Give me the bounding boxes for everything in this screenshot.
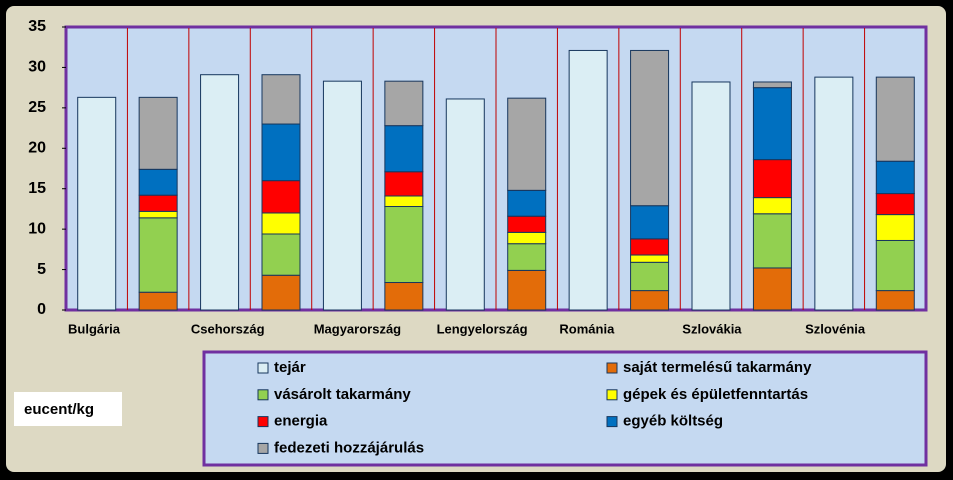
x-tick-label: Szlovénia bbox=[805, 321, 866, 336]
bar-segment bbox=[384, 171, 424, 197]
legend-swatch bbox=[257, 362, 269, 374]
bar-segment bbox=[507, 231, 547, 245]
bar-segment bbox=[752, 267, 792, 311]
bar-segment bbox=[875, 76, 915, 162]
y-tick-label: 15 bbox=[28, 180, 46, 197]
legend-label: vásárolt takarmány bbox=[274, 386, 411, 403]
bar-segment bbox=[200, 74, 240, 311]
legend-swatch bbox=[606, 389, 618, 401]
bar-segment bbox=[261, 123, 301, 182]
bar-segment bbox=[875, 193, 915, 216]
bar-segment bbox=[384, 80, 424, 127]
legend bbox=[202, 350, 928, 467]
bar-segment bbox=[875, 290, 915, 311]
x-tick-label: Csehország bbox=[191, 321, 265, 336]
y-tick-label: 35 bbox=[28, 18, 46, 35]
y-tick-label: 5 bbox=[37, 261, 46, 278]
bar-segment bbox=[261, 212, 301, 235]
bar-segment bbox=[322, 80, 362, 311]
bar-segment bbox=[261, 274, 301, 311]
bar-segment bbox=[77, 96, 117, 311]
bar-segment bbox=[138, 194, 178, 212]
unit-box bbox=[14, 392, 122, 426]
bar-segment bbox=[752, 159, 792, 199]
legend-swatch bbox=[257, 416, 269, 428]
bar-segment bbox=[630, 238, 670, 256]
legend-label: saját termelésű takarmány bbox=[623, 359, 812, 376]
bar-segment bbox=[384, 195, 424, 208]
legend-label: gépek és épületfenntartás bbox=[623, 386, 808, 403]
bar-segment bbox=[875, 160, 915, 195]
bar-segment bbox=[507, 269, 547, 311]
bar-segment bbox=[691, 81, 731, 311]
bar-segment bbox=[752, 81, 792, 89]
x-tick-label: Bulgária bbox=[68, 321, 121, 336]
legend-swatch bbox=[257, 442, 269, 454]
bar-segment bbox=[138, 210, 178, 219]
legend-swatch bbox=[606, 362, 618, 374]
bar-segment bbox=[138, 168, 178, 196]
bar-segment bbox=[630, 254, 670, 263]
y-tick-label: 20 bbox=[28, 140, 46, 157]
y-tick-label: 30 bbox=[28, 59, 46, 76]
bar-segment bbox=[875, 214, 915, 241]
bar-segment bbox=[752, 197, 792, 215]
bar-segment bbox=[384, 282, 424, 311]
y-axis-label: eucent/kg bbox=[24, 401, 94, 418]
x-tick-label: Szlovákia bbox=[682, 321, 742, 336]
bar-segment bbox=[752, 213, 792, 269]
bar-segment bbox=[507, 189, 547, 217]
legend-swatch bbox=[606, 416, 618, 428]
bar-segment bbox=[261, 180, 301, 214]
x-tick-label: Románia bbox=[559, 321, 615, 336]
y-tick-label: 25 bbox=[28, 99, 46, 116]
legend-label: tejár bbox=[274, 359, 306, 376]
bar-segment bbox=[261, 233, 301, 276]
legend-label: energia bbox=[274, 413, 328, 430]
bar-segment bbox=[568, 49, 608, 311]
legend-label: fedezeti hozzájárulás bbox=[274, 439, 424, 456]
legend-swatch bbox=[257, 389, 269, 401]
bar-segment bbox=[752, 87, 792, 161]
y-tick-label: 10 bbox=[28, 220, 46, 237]
bar-segment bbox=[138, 96, 178, 170]
bar-segment bbox=[630, 205, 670, 240]
bar-segment bbox=[875, 239, 915, 292]
bar-segment bbox=[814, 76, 854, 311]
bar-segment bbox=[445, 98, 485, 311]
bar-segment bbox=[630, 261, 670, 292]
x-tick-label: Magyarország bbox=[314, 321, 401, 336]
bar-segment bbox=[630, 49, 670, 207]
legend-label: egyéb költség bbox=[623, 413, 723, 430]
bar-segment bbox=[261, 74, 301, 125]
bar-segment bbox=[507, 243, 547, 271]
bar-segment bbox=[384, 206, 424, 284]
bar-segment bbox=[138, 217, 178, 293]
bar-segment bbox=[507, 215, 547, 233]
bar-segment bbox=[138, 291, 178, 311]
bar-segment bbox=[507, 97, 547, 191]
y-tick-label: 0 bbox=[37, 301, 46, 318]
bar-segment bbox=[630, 290, 670, 311]
x-tick-label: Lengyelország bbox=[437, 321, 528, 336]
bar-segment bbox=[384, 125, 424, 173]
